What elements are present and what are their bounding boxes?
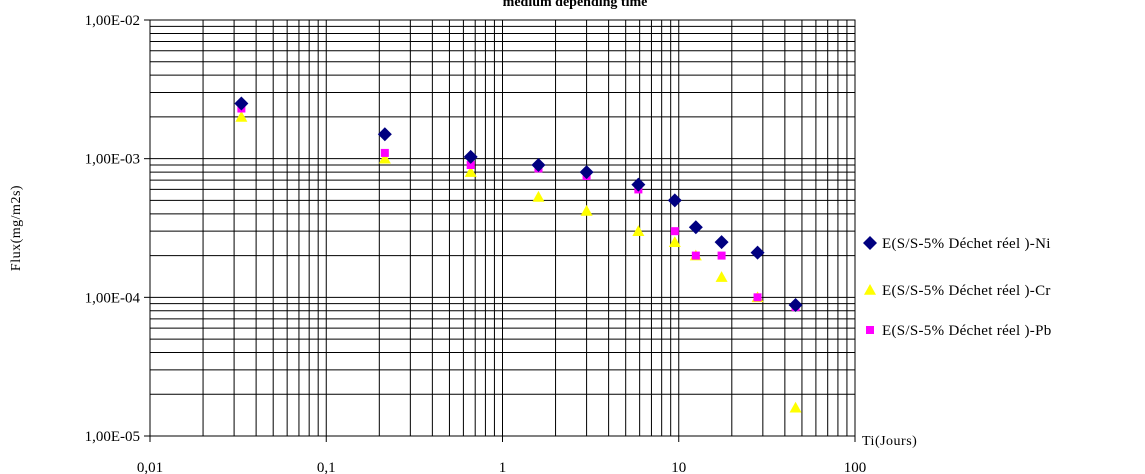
data-point xyxy=(788,298,803,313)
x-tick-label: 0,01 xyxy=(137,460,163,474)
data-point xyxy=(714,235,729,250)
legend-marker xyxy=(864,284,876,295)
data-point xyxy=(632,225,645,236)
data-point xyxy=(466,161,475,170)
legend-marker xyxy=(866,326,874,334)
x-axis-label: Ti(Jours) xyxy=(862,434,917,449)
y-tick-label: 1,00E-04 xyxy=(85,290,141,306)
data-point xyxy=(717,251,726,260)
plot-grid xyxy=(150,20,855,436)
data-point xyxy=(464,166,477,177)
data-point xyxy=(715,271,728,282)
legend: E(S/S-5% Déchet réel )-Ni E(S/S-5% Déchet… xyxy=(863,236,1052,339)
series-diamond xyxy=(234,96,803,313)
x-tick-label: 100 xyxy=(844,460,867,474)
axis-ticks: 1,00E-05 1,00E-04 1,00E-03 1,00E-02 0,01 0,1 1… xyxy=(85,13,867,474)
data-point xyxy=(377,127,392,142)
data-point xyxy=(667,193,682,208)
legend-entry-label: E(S/S-5% Déchet réel )-Cr xyxy=(882,283,1051,299)
data-point xyxy=(380,148,389,157)
y-tick-label: 1,00E-02 xyxy=(85,13,140,29)
series-triangle xyxy=(235,110,802,413)
x-tick-label: 1 xyxy=(499,460,507,474)
y-tick-label: 1,00E-03 xyxy=(85,152,140,168)
data-point xyxy=(234,96,249,111)
legend-entry-label: E(S/S-5% Déchet réel )-Pb xyxy=(882,323,1052,339)
data-point xyxy=(532,190,545,202)
data-point xyxy=(668,236,681,247)
x-tick-label: 10 xyxy=(671,460,686,474)
data-point xyxy=(463,149,478,164)
data-point xyxy=(580,204,593,216)
y-axis-label: Flux(mg/m2s) xyxy=(9,185,24,271)
data-point xyxy=(789,401,802,413)
data-point xyxy=(531,158,546,173)
data-point xyxy=(378,152,391,164)
data-series xyxy=(234,96,803,413)
data-point xyxy=(235,110,248,122)
legend-marker xyxy=(863,236,877,250)
data-point xyxy=(670,227,679,236)
chart-title: medium depending time xyxy=(503,0,648,10)
x-tick-label: 0,1 xyxy=(317,460,336,474)
data-point xyxy=(688,220,703,235)
y-tick-label: 1,00E-05 xyxy=(85,429,140,445)
data-point xyxy=(750,245,765,260)
data-point xyxy=(691,251,700,260)
data-point xyxy=(579,165,594,180)
data-point xyxy=(631,177,646,192)
data-point xyxy=(753,293,762,302)
series-square xyxy=(237,104,800,312)
legend-entry-label: E(S/S-5% Déchet réel )-Ni xyxy=(882,236,1051,252)
